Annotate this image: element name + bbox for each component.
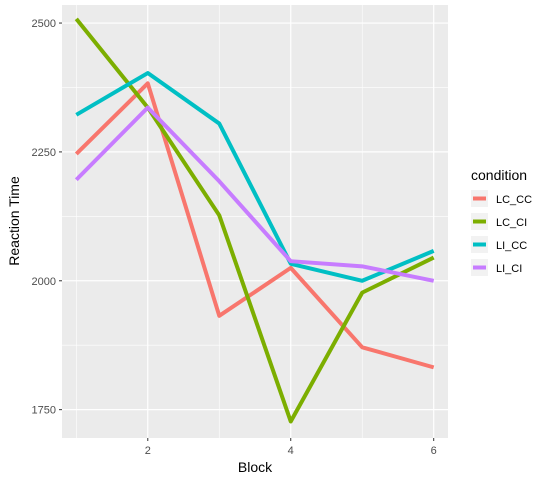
minor-gridlines <box>62 5 448 438</box>
legend-items: LC_CC LC_CI LI_CC LI_CI <box>471 190 532 276</box>
y-tick-label: 2000 <box>32 276 56 288</box>
legend-label: LI_CC <box>496 240 527 252</box>
series-lines <box>74 17 435 424</box>
y-tick-label: 2250 <box>32 147 56 159</box>
x-tick-label: 4 <box>288 445 294 457</box>
legend-label: LC_CC <box>496 194 532 206</box>
y-axis: 1750 2000 2250 2500 <box>32 18 62 417</box>
x-axis: 2 4 6 <box>145 438 437 457</box>
x-tick-label: 2 <box>145 445 151 457</box>
y-axis-title: Reaction Time <box>6 176 22 266</box>
y-tick-label: 2500 <box>32 18 56 30</box>
series-line-li-cc <box>75 71 435 283</box>
legend-label: LI_CI <box>496 263 522 275</box>
legend-title: condition <box>471 167 527 183</box>
series-line-lc-ci <box>74 17 435 424</box>
x-tick-label: 6 <box>431 445 437 457</box>
legend-label: LC_CI <box>496 217 527 229</box>
legend: condition LC_CC LC_CI LI_CC LI_CI <box>471 167 532 276</box>
series-line-li-ci <box>74 105 435 283</box>
x-axis-title: Block <box>238 459 273 475</box>
y-tick-label: 1750 <box>32 405 56 417</box>
